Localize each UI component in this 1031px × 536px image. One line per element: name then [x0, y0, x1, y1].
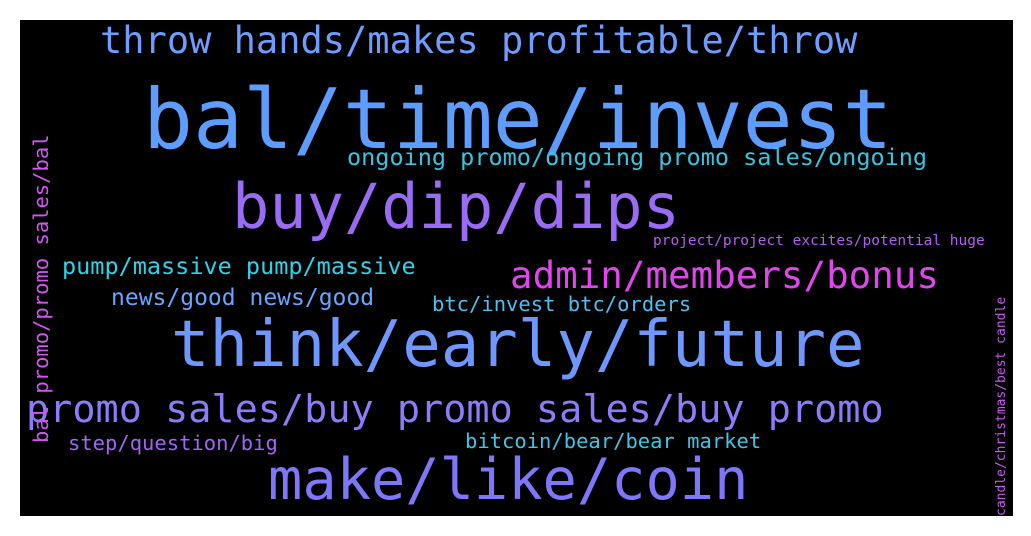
word-admin-members-bonus: admin/members/bonus [510, 253, 939, 297]
word-bal-promo-sales: bal promo/promo sales/bal [29, 134, 53, 443]
word-candle-christmas: candle/christmas/best candle [994, 296, 1009, 516]
word-step-question-big: step/question/big [68, 431, 278, 455]
word-ongoing-promo: ongoing promo/ongoing promo sales/ongoin… [347, 143, 928, 171]
word-promo-sales-buy: promo sales/buy promo sales/buy promo [26, 387, 884, 432]
word-buy-dip-dips: buy/dip/dips [232, 170, 680, 243]
word-project-excites: project/project excites/potential huge [653, 233, 985, 249]
word-cloud-canvas: bal/time/invest throw hands/makes profit… [20, 20, 1013, 516]
word-think-early-future: think/early/future [171, 308, 865, 382]
word-news-good: news/good news/good [111, 285, 375, 311]
word-btc-invest: btc/invest btc/orders [432, 292, 692, 316]
word-pump-massive: pump/massive pump/massive [62, 252, 416, 280]
word-throw-hands: throw hands/makes profitable/throw [100, 20, 858, 62]
word-bitcoin-bear-market: bitcoin/bear/bear market [465, 429, 762, 453]
word-make-like-coin: make/like/coin [268, 447, 749, 513]
word-bal-time-invest: bal/time/invest [143, 71, 893, 168]
